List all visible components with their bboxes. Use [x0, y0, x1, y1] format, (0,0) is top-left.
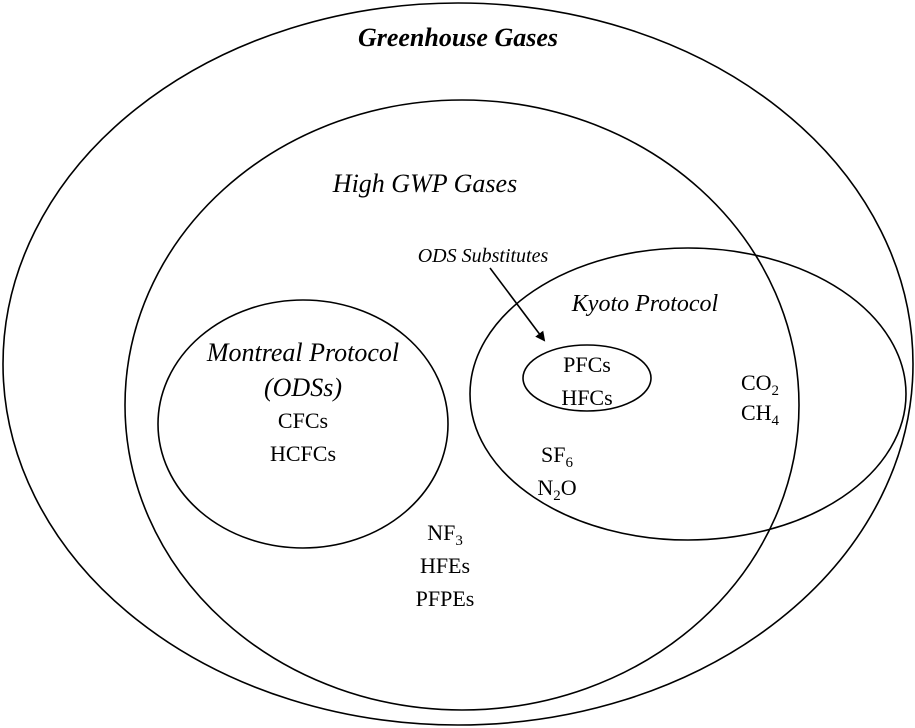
gas-name: HFCs	[561, 385, 612, 410]
gas-name: CFCs	[278, 408, 328, 433]
ods-substitutes-ellipse	[522, 344, 652, 412]
gas-name: CH	[741, 400, 772, 425]
gas-name: PFCs	[563, 352, 611, 377]
gas-label: CFCs	[278, 408, 328, 433]
arrow	[489, 267, 546, 342]
gas-name: N	[537, 475, 553, 500]
high-gwp-ellipse	[124, 99, 800, 711]
gas-label: SF6	[541, 442, 573, 471]
gas-label: CO2	[741, 370, 779, 399]
items: CFCsHCFCsPFCsHFCsCO2CH4SF6N2ONF3HFEsPFPE…	[270, 352, 780, 611]
montreal-ellipse	[157, 299, 449, 549]
gas-label: PFPEs	[416, 586, 475, 611]
kyoto-label: Kyoto Protocol	[571, 291, 719, 317]
gas-name: PFPEs	[416, 586, 475, 611]
gas-label: HCFCs	[270, 441, 336, 466]
title: Greenhouse Gases	[358, 23, 558, 52]
gas-name: NF	[427, 520, 455, 545]
ods-substitutes-label: ODS Substitutes	[418, 245, 549, 267]
gas-label: PFCs	[563, 352, 611, 377]
gas-name: HFEs	[420, 553, 470, 578]
gas-label: HFEs	[420, 553, 470, 578]
gas-name: SF	[541, 442, 565, 467]
gas-label: NF3	[427, 520, 463, 549]
gas-subscript: 2	[553, 488, 561, 504]
gas-subscript: 2	[772, 383, 780, 399]
gas-name: HCFCs	[270, 441, 336, 466]
gas-label: N2O	[537, 475, 576, 504]
montreal-label: (ODSs)	[264, 373, 342, 402]
gas-subscript: 6	[565, 455, 573, 471]
gas-subscript: 4	[772, 413, 780, 429]
gas-label: HFCs	[561, 385, 612, 410]
gas-subscript: 3	[455, 533, 463, 549]
montreal-label: Montreal Protocol	[206, 338, 399, 367]
gas-name: O	[561, 475, 577, 500]
kyoto-ellipse	[469, 247, 907, 541]
high-gwp-label: High GWP Gases	[332, 169, 517, 198]
gas-name: CO	[741, 370, 772, 395]
gas-label: CH4	[741, 400, 780, 429]
